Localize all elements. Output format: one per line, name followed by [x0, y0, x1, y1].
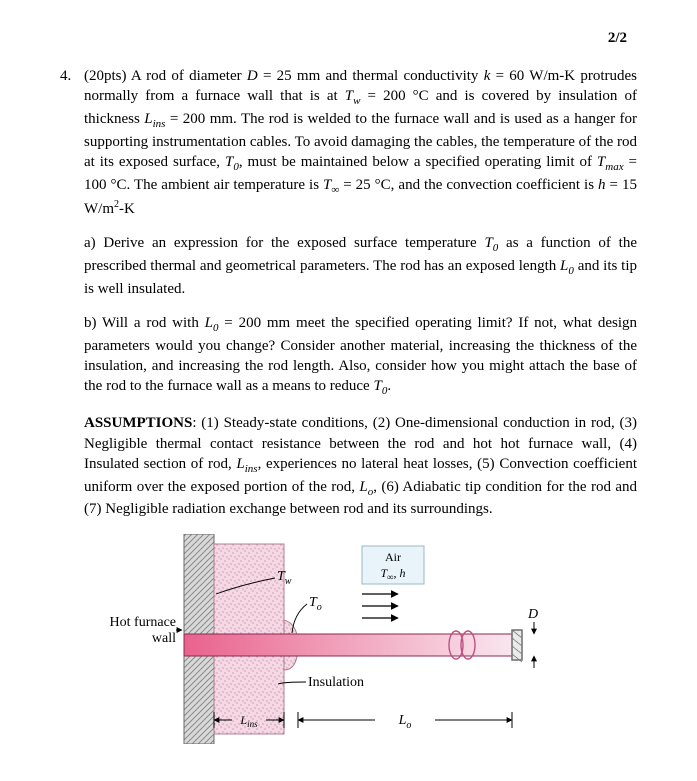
question-body: (20pts) A rod of diameter D = 25 mm and … — [84, 66, 637, 219]
figure: Air T∞, h Hot furnace wall Tw To Insulat… — [84, 534, 637, 744]
d-label: D — [527, 607, 538, 622]
insulation-label: Insulation — [308, 675, 364, 690]
hot-furnace-label-line2: wall — [152, 631, 176, 646]
lo-label: Lo — [398, 713, 412, 731]
question-number: 4. — [60, 66, 84, 86]
to-label: To — [309, 595, 322, 613]
t-infinity-label: T∞, h — [380, 566, 405, 582]
air-label: Air — [385, 550, 401, 564]
figure-svg: Air T∞, h Hot furnace wall Tw To Insulat… — [84, 534, 544, 744]
page-number: 2/2 — [608, 28, 627, 48]
points-prefix: (20pts) — [84, 68, 131, 84]
part-a: a) Derive an expression for the exposed … — [84, 233, 637, 299]
hot-furnace-label-line1: Hot furnace — [110, 615, 176, 630]
assumptions: ASSUMPTIONS: (1) Steady-state conditions… — [84, 413, 637, 519]
part-b: b) Will a rod with L0 = 200 mm meet the … — [84, 313, 637, 399]
question-text: A rod of diameter D = 25 mm and thermal … — [84, 68, 637, 217]
rod-endcap — [512, 630, 522, 662]
air-flow-arrows-icon — [362, 594, 398, 618]
question-block: 4. (20pts) A rod of diameter D = 25 mm a… — [60, 66, 637, 520]
